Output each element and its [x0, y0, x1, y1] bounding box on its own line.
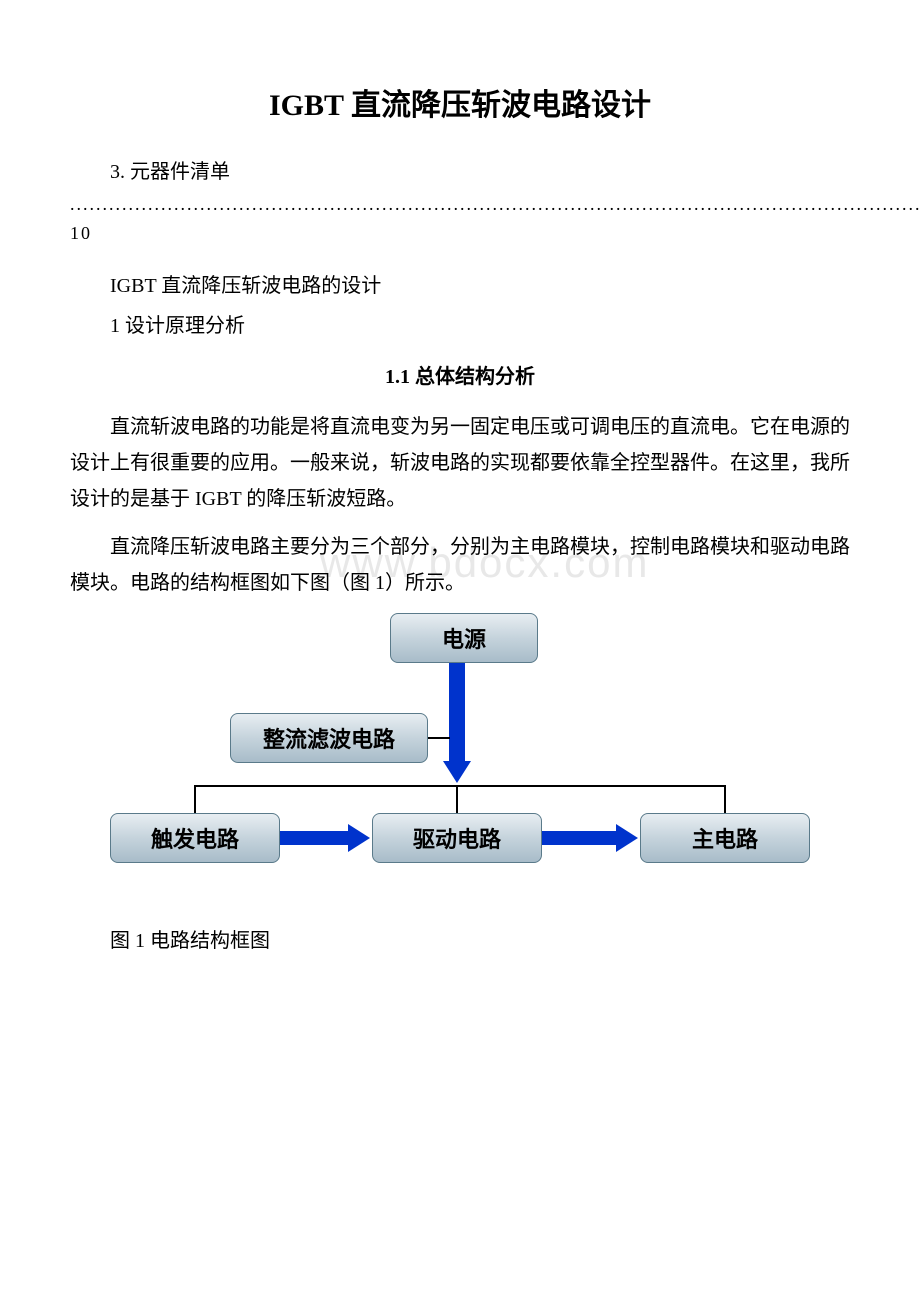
arrow-right-1-shaft	[280, 831, 350, 845]
doc-subtitle: IGBT 直流降压斩波电路的设计	[110, 268, 850, 304]
subsection-heading-1-1: 1.1 总体结构分析	[70, 360, 850, 389]
toc-dots: ........................................…	[70, 190, 850, 248]
block-main: 主电路	[640, 813, 810, 863]
paragraph-2: 直流降压斩波电路主要分为三个部分，分别为主电路模块，控制电路模块和驱动电路模块。…	[70, 529, 850, 601]
arrow-down-head	[443, 761, 471, 783]
connector-horizontal-bus	[195, 785, 725, 787]
connector-rect-to-arrow	[428, 737, 450, 739]
section-heading-1: 1 设计原理分析	[110, 308, 850, 344]
arrow-right-2-head	[616, 824, 638, 852]
block-power: 电源	[390, 613, 538, 663]
circuit-block-diagram: 电源 整流滤波电路 触发电路 驱动电路 主电路	[100, 613, 820, 893]
toc-item: 3. 元器件清单	[110, 154, 850, 190]
document-title: IGBT 直流降压斩波电路设计	[70, 80, 850, 124]
block-rectifier: 整流滤波电路	[230, 713, 428, 763]
block-trigger: 触发电路	[110, 813, 280, 863]
arrow-down-shaft	[449, 663, 465, 763]
arrow-right-2-shaft	[542, 831, 618, 845]
block-driver: 驱动电路	[372, 813, 542, 863]
figure-caption: 图 1 电路结构框图	[110, 923, 850, 959]
connector-drop-left	[194, 785, 196, 813]
document-body: IGBT 直流降压斩波电路设计 3. 元器件清单 ...............…	[70, 80, 850, 959]
connector-drop-mid	[456, 785, 458, 813]
arrow-right-1-head	[348, 824, 370, 852]
paragraph-1: 直流斩波电路的功能是将直流电变为另一固定电压或可调电压的直流电。它在电源的设计上…	[70, 409, 850, 517]
connector-drop-right	[724, 785, 726, 813]
